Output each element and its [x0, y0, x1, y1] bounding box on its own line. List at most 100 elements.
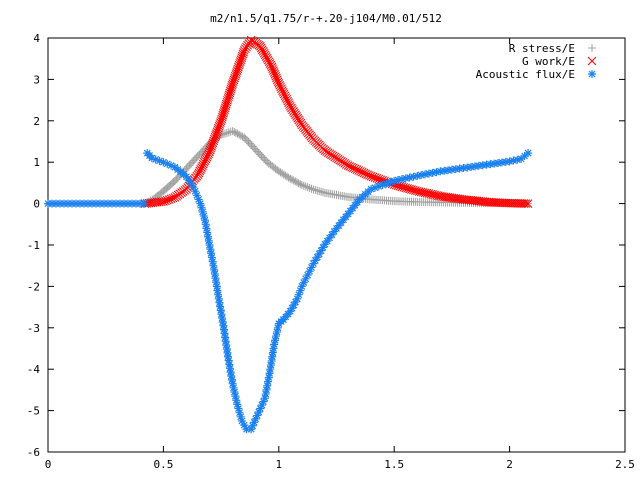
data-point	[374, 182, 383, 191]
y-tick-label: 0	[33, 198, 40, 211]
data-point	[232, 396, 241, 405]
plot-frame	[47, 37, 626, 453]
data-point	[237, 416, 246, 425]
data-point	[227, 372, 236, 381]
y-tick-label: 2	[33, 115, 40, 128]
data-point	[151, 155, 160, 164]
data-point	[231, 392, 240, 401]
data-point	[259, 397, 268, 406]
data-point	[317, 187, 326, 196]
data-point	[215, 298, 224, 307]
data-point	[261, 390, 270, 399]
data-point	[216, 302, 225, 311]
data-point	[315, 249, 324, 258]
data-point	[505, 157, 514, 166]
data-point	[289, 301, 298, 310]
data-point	[417, 171, 426, 180]
data-point	[390, 176, 399, 185]
data-point	[303, 271, 312, 280]
data-point	[256, 404, 265, 413]
data-point	[231, 128, 240, 137]
series-2	[143, 149, 533, 434]
data-point	[250, 418, 259, 427]
data-point	[519, 199, 529, 208]
data-point	[228, 379, 237, 388]
data-point	[203, 228, 212, 237]
data-point	[315, 187, 324, 196]
data-point	[292, 178, 301, 187]
data-point	[210, 265, 219, 274]
data-point	[198, 207, 207, 216]
data-point	[222, 129, 231, 138]
data-point	[182, 172, 191, 181]
data-point	[206, 245, 215, 254]
data-point	[147, 154, 156, 163]
data-point	[247, 425, 256, 434]
data-point	[214, 294, 223, 303]
data-point	[297, 180, 306, 189]
data-point	[286, 174, 295, 183]
series-1	[140, 35, 533, 208]
data-point	[235, 408, 244, 417]
data-point	[319, 243, 328, 252]
data-point	[260, 394, 269, 403]
data-point	[216, 306, 225, 315]
data-point	[240, 421, 249, 430]
data-point	[257, 401, 266, 410]
y-axis: -6 -5 -4 -3 -2 -1 0 1 2 3 4	[27, 32, 625, 459]
data-point	[207, 249, 216, 258]
x-tick-label: 1	[275, 458, 282, 471]
data-point	[509, 156, 518, 165]
data-point	[281, 171, 290, 180]
data-point	[218, 317, 227, 326]
data-point	[288, 304, 297, 313]
data-point	[524, 149, 533, 158]
data-point	[226, 368, 235, 377]
data-point	[307, 263, 316, 272]
data-point	[264, 377, 273, 386]
chart-title: m2/n1.5/q1.75/r-+.20-j104/M0.01/512	[210, 12, 442, 25]
data-point	[397, 175, 406, 184]
data-point	[167, 161, 176, 170]
data-point	[287, 175, 296, 184]
y-tick-label: -4	[27, 363, 41, 376]
data-point	[309, 259, 318, 268]
data-point	[192, 191, 201, 200]
data-point	[305, 184, 314, 193]
data-point	[204, 236, 213, 245]
data-point	[194, 195, 203, 204]
legend-label: G work/E	[522, 55, 575, 68]
data-point	[224, 352, 233, 361]
data-point	[401, 174, 410, 183]
legend-marker	[587, 56, 597, 66]
legend-marker	[588, 44, 596, 52]
data-point	[264, 373, 273, 382]
data-point	[233, 400, 242, 409]
data-point	[204, 232, 213, 241]
x-tick-label: 1.5	[384, 458, 404, 471]
data-point	[278, 169, 287, 178]
data-point	[289, 176, 298, 185]
data-point	[405, 173, 414, 182]
y-tick-label: -3	[27, 322, 40, 335]
data-point	[159, 158, 168, 167]
data-point	[197, 203, 206, 212]
data-point	[212, 278, 221, 287]
data-point	[187, 179, 196, 188]
data-point	[432, 168, 441, 177]
data-point	[517, 154, 526, 163]
data-point	[217, 310, 226, 319]
data-point	[420, 170, 429, 179]
data-point	[218, 314, 227, 323]
x-tick-label: 0.5	[153, 458, 173, 471]
data-point	[230, 387, 239, 396]
data-point	[313, 253, 322, 262]
data-point	[272, 327, 281, 336]
data-point	[205, 241, 214, 249]
x-tick-label: 2	[506, 458, 513, 471]
data-point	[227, 375, 236, 384]
data-point	[211, 274, 220, 283]
data-point	[284, 173, 293, 182]
data-point	[311, 256, 320, 265]
